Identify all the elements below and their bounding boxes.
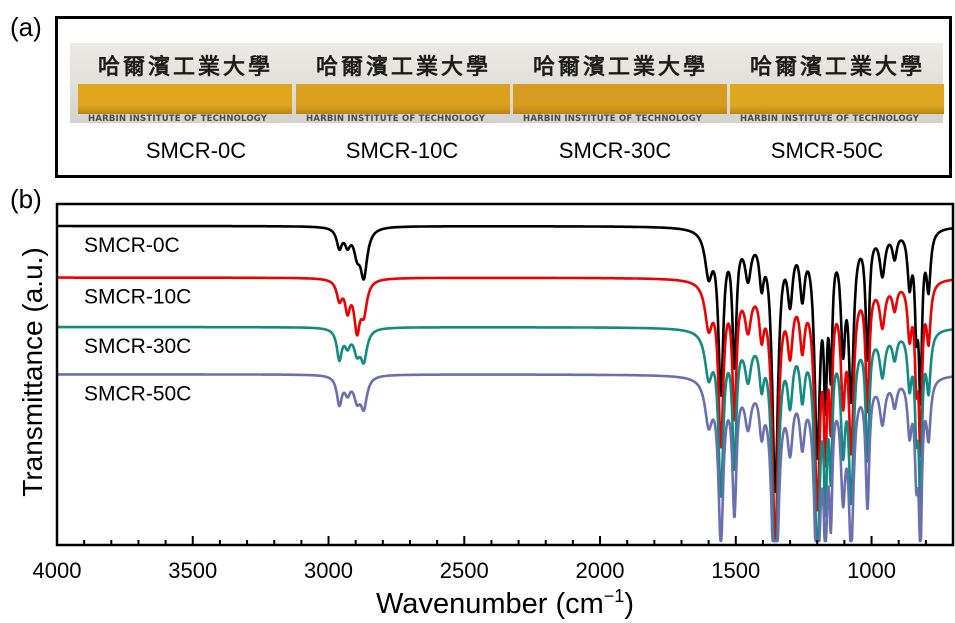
- sample-strip: 哈爾濱工業大學 HARBIN INSTITUTE OF TECHNOLOGY: [730, 43, 944, 124]
- x-tick-label: 3000: [304, 558, 353, 583]
- institute-text: HARBIN INSTITUTE OF TECHNOLOGY: [523, 114, 703, 124]
- x-axis-ticks: 4000 3500 3000 2500 2000 1500 1000: [33, 536, 954, 583]
- sample-strip-band: [78, 84, 292, 114]
- x-tick-label: 3500: [168, 558, 217, 583]
- sample-label: SMCR-50C: [770, 138, 884, 163]
- sample-strip: 哈爾濱工業大學 HARBIN INSTITUTE OF TECHNOLOGY: [513, 43, 727, 124]
- series-label: SMCR-0C: [84, 234, 180, 257]
- series-label: SMCR-30C: [84, 335, 191, 358]
- sample-strip-band: [513, 84, 727, 114]
- sample-strip-band: [296, 84, 510, 114]
- sample-strip: 哈爾濱工業大學 HARBIN INSTITUTE OF TECHNOLOGY: [78, 43, 292, 124]
- series-line: [56, 276, 954, 543]
- x-tick-label: 1000: [847, 558, 896, 583]
- logo-text: 哈爾濱工業大學: [533, 54, 709, 80]
- panel-label-a: (a): [10, 12, 42, 42]
- logo-text: 哈爾濱工業大學: [316, 54, 492, 80]
- x-tick-label: 2500: [440, 558, 489, 583]
- logo-text: 哈爾濱工業大學: [98, 54, 274, 80]
- y-axis-label: Transmittance (a.u.): [17, 247, 48, 496]
- sample-label: SMCR-0C: [145, 138, 247, 163]
- sample-strip-band: [730, 84, 944, 114]
- sample-label: SMCR-30C: [558, 138, 672, 163]
- series-label: SMCR-50C: [84, 382, 191, 405]
- sample-label: SMCR-10C: [345, 138, 459, 163]
- series-line: [56, 373, 954, 543]
- sample-strip: 哈爾濱工業大學 HARBIN INSTITUTE OF TECHNOLOGY: [296, 43, 510, 124]
- x-tick-label: 2000: [576, 558, 625, 583]
- plot-frame: [55, 202, 955, 547]
- sample-photo-panel: 哈爾濱工業大學 HARBIN INSTITUTE OF TECHNOLOGY 哈…: [55, 16, 952, 178]
- logo-text: 哈爾濱工業大學: [750, 54, 926, 80]
- x-tick-label: 4000: [33, 558, 82, 583]
- x-axis-label: Wavenumber (cm−1): [376, 586, 634, 620]
- x-tick-label: 1500: [711, 558, 760, 583]
- panel-label-b: (b): [10, 184, 42, 214]
- series-line: [56, 325, 954, 543]
- series-labels: SMCR-0C SMCR-10C SMCR-30C SMCR-50C: [84, 234, 191, 405]
- series-label: SMCR-10C: [84, 286, 191, 309]
- institute-text: HARBIN INSTITUTE OF TECHNOLOGY: [88, 114, 268, 124]
- sample-photo: 哈爾濱工業大學 HARBIN INSTITUTE OF TECHNOLOGY 哈…: [70, 43, 944, 124]
- series-layer: [56, 224, 954, 543]
- institute-text: HARBIN INSTITUTE OF TECHNOLOGY: [306, 114, 486, 124]
- institute-text: HARBIN INSTITUTE OF TECHNOLOGY: [740, 114, 920, 124]
- series-line: [56, 224, 954, 494]
